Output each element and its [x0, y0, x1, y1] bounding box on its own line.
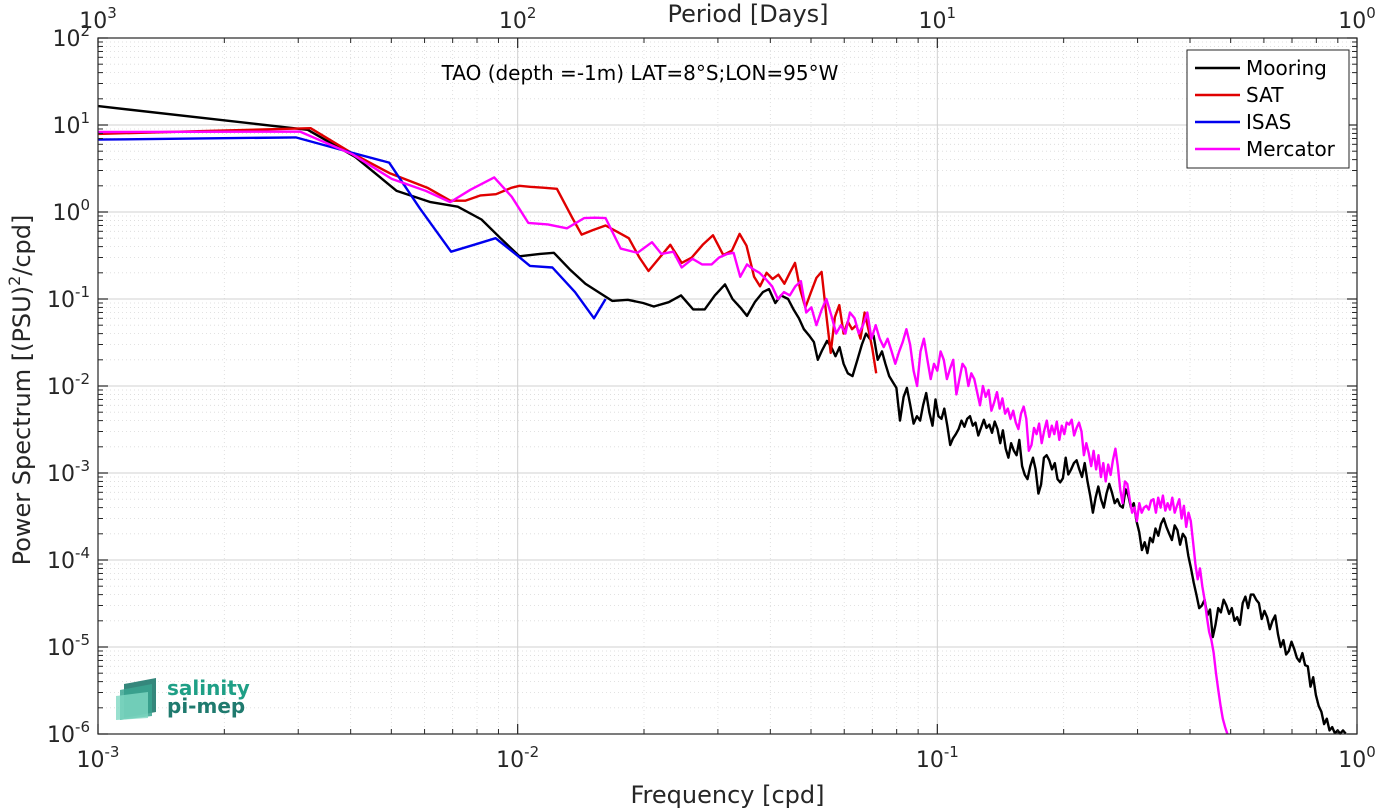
x-tick-label-base: 10: [1338, 748, 1366, 773]
salinity-pi-mep-logo: salinity pi-mep: [116, 676, 250, 720]
y-axis-label-main: Power Spectrum [(PSU): [8, 286, 36, 565]
legend-label-isas: ISAS: [1246, 110, 1291, 134]
y-tick-label-exponent: -1: [75, 283, 90, 301]
top-tick-label-base: 10: [499, 9, 527, 34]
x-tick-label-exponent: -1: [944, 743, 959, 761]
x-tick-label-base: 10: [496, 748, 524, 773]
legend-label-mooring: Mooring: [1246, 56, 1327, 80]
y-tick-label: 102: [52, 22, 90, 52]
y-tick-label: 10-5: [47, 631, 90, 661]
y-tick-label: 101: [52, 109, 90, 139]
y-tick-label-exponent: -4: [75, 544, 90, 562]
x-tick-label-exponent: 0: [1366, 743, 1376, 761]
top-tick-label-exponent: 2: [527, 4, 537, 22]
y-tick-label: 10-2: [47, 370, 90, 400]
y-tick-label-exponent: 1: [80, 109, 90, 127]
top-tick-label-exponent: 1: [947, 4, 957, 22]
y-tick-label-exponent: 2: [80, 22, 90, 40]
logo-mark: [116, 678, 156, 720]
y-tick-label-exponent: -5: [75, 631, 90, 649]
series-line-mercator: [97, 130, 1229, 735]
y-tick-label-base: 10: [47, 375, 75, 400]
y-tick-label: 10-1: [47, 283, 90, 313]
y-axis-label-sup: 2: [5, 276, 24, 286]
y-axis-label: Power Spectrum [(PSU)2/cpd]: [5, 215, 36, 566]
chart-annotation: TAO (depth =-1m) LAT=8°S;LON=95°W: [441, 61, 839, 85]
logo-text-line2: pi-mep: [167, 694, 245, 718]
legend: Mooring SAT ISAS Mercator: [1186, 49, 1350, 169]
top-axis-label: Period [Days]: [667, 0, 828, 28]
series-layer: [97, 104, 1347, 735]
top-tick-label: 103: [79, 4, 117, 34]
x-tick-label: 10-3: [77, 743, 120, 773]
top-tick-label: 101: [919, 4, 957, 34]
series-line-mooring: [97, 104, 1347, 735]
top-tick-label-exponent: 3: [107, 4, 117, 22]
series-line-isas: [97, 136, 607, 320]
x-axis-label: Frequency [cpd]: [630, 781, 824, 809]
y-tick-label-exponent: -6: [75, 718, 90, 736]
y-axis-label-tail: /cpd]: [8, 215, 36, 276]
y-tick-label-base: 10: [47, 462, 75, 487]
top-tick-label-base: 10: [79, 9, 107, 34]
logo-text-line1: salinity: [167, 676, 250, 700]
y-tick-label-base: 10: [52, 114, 80, 139]
x-tick-label-base: 10: [916, 748, 944, 773]
top-tick-label: 102: [499, 4, 537, 34]
top-tick-label-base: 10: [919, 9, 947, 34]
x-tick-label: 10-2: [496, 743, 539, 773]
y-tick-label: 100: [52, 196, 90, 226]
y-tick-label: 10-3: [47, 457, 90, 487]
y-tick-label-base: 10: [52, 27, 80, 52]
top-tick-label-exponent: 0: [1366, 4, 1376, 22]
x-tick-label-exponent: -3: [105, 743, 120, 761]
legend-label-sat: SAT: [1246, 83, 1284, 107]
top-tick-label: 100: [1338, 4, 1376, 34]
x-tick-label: 10-1: [916, 743, 959, 773]
y-tick-label-exponent: 0: [80, 196, 90, 214]
y-tick-label-base: 10: [52, 201, 80, 226]
y-tick-label-base: 10: [47, 723, 75, 748]
x-tick-label-base: 10: [77, 748, 105, 773]
y-tick-label: 10-6: [47, 718, 90, 748]
y-tick-label-exponent: -2: [75, 370, 90, 388]
top-tick-label-base: 10: [1338, 9, 1366, 34]
y-tick-label-base: 10: [47, 288, 75, 313]
y-tick-label-base: 10: [47, 549, 75, 574]
y-tick-label: 10-4: [47, 544, 90, 574]
legend-label-mercator: Mercator: [1246, 137, 1336, 161]
x-tick-label-exponent: -2: [524, 743, 539, 761]
y-tick-label-base: 10: [47, 636, 75, 661]
y-tick-label-exponent: -3: [75, 457, 90, 475]
axis-ticks: [97, 37, 1358, 735]
x-tick-label: 100: [1338, 743, 1376, 773]
